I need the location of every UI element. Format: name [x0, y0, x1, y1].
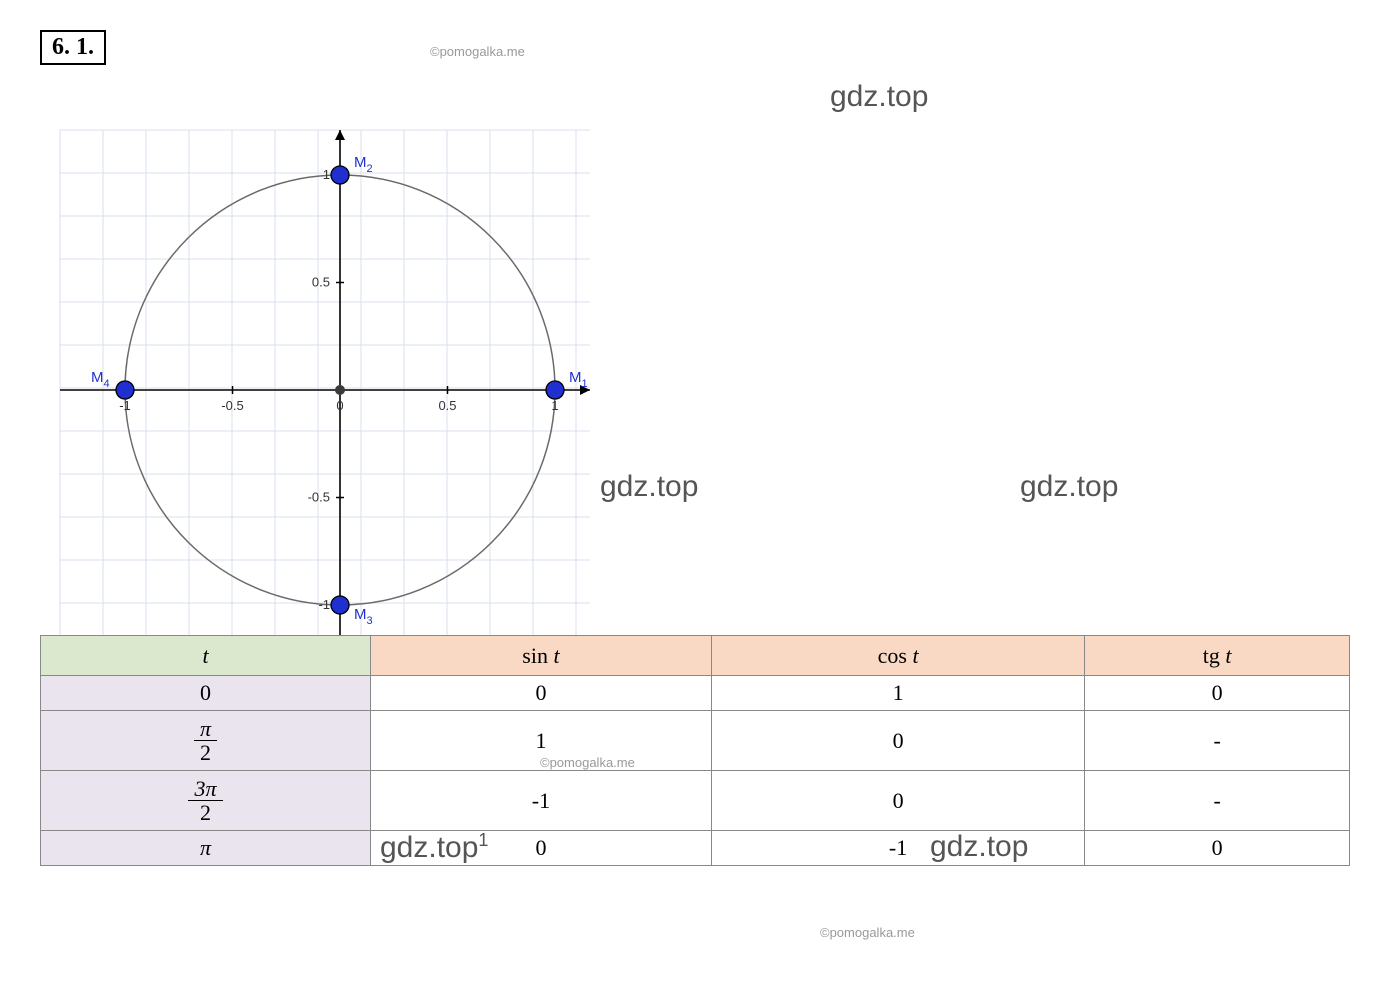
svg-text:0.5: 0.5: [312, 275, 330, 290]
table-row: 0010: [41, 676, 1350, 711]
cell-tg: 0: [1085, 676, 1350, 711]
trig-values-table: tsin tcos ttg t0010π210-3π2-10-π0-10: [40, 635, 1350, 866]
cell-t: 0: [41, 676, 371, 711]
svg-text:0: 0: [336, 398, 343, 413]
table-header-tg: tg t: [1085, 636, 1350, 676]
copyright-top: ©pomogalka.me: [430, 44, 525, 59]
unit-circle-chart: -1-0.500.5110.5-0.5-1M1M2M3M4: [40, 75, 590, 635]
svg-text:1: 1: [551, 398, 558, 413]
cell-cos: 0: [711, 711, 1084, 771]
cell-t: π2: [41, 711, 371, 771]
watermark-text: gdz.top: [830, 80, 928, 114]
watermark-text: gdz.top: [1020, 470, 1118, 504]
copyright-bottom: ©pomogalka.me: [820, 925, 915, 940]
cell-tg: 0: [1085, 831, 1350, 866]
table-header-t: t: [41, 636, 371, 676]
table-row: π0-10: [41, 831, 1350, 866]
copyright-mid: ©pomogalka.me: [540, 755, 635, 770]
table-header-cos: cos t: [711, 636, 1084, 676]
svg-text:0.5: 0.5: [438, 398, 456, 413]
svg-text:1: 1: [323, 167, 330, 182]
cell-cos: -1: [711, 831, 1084, 866]
table-header-sin: sin t: [371, 636, 712, 676]
svg-text:-0.5: -0.5: [308, 490, 330, 505]
table-row: 3π2-10-: [41, 771, 1350, 831]
cell-cos: 0: [711, 771, 1084, 831]
unit-circle-svg: -1-0.500.5110.5-0.5-1M1M2M3M4: [40, 75, 590, 635]
cell-sin: 0: [371, 831, 712, 866]
table-row: π210-: [41, 711, 1350, 771]
cell-cos: 1: [711, 676, 1084, 711]
watermark-text: gdz.top: [600, 470, 698, 504]
cell-sin: 0: [371, 676, 712, 711]
cell-tg: -: [1085, 771, 1350, 831]
svg-text:-1: -1: [318, 597, 330, 612]
cell-t: 3π2: [41, 771, 371, 831]
problem-number: 6. 1.: [40, 30, 106, 65]
svg-text:-0.5: -0.5: [221, 398, 243, 413]
cell-sin: -1: [371, 771, 712, 831]
svg-text:-1: -1: [119, 398, 131, 413]
cell-tg: -: [1085, 711, 1350, 771]
cell-t: π: [41, 831, 371, 866]
